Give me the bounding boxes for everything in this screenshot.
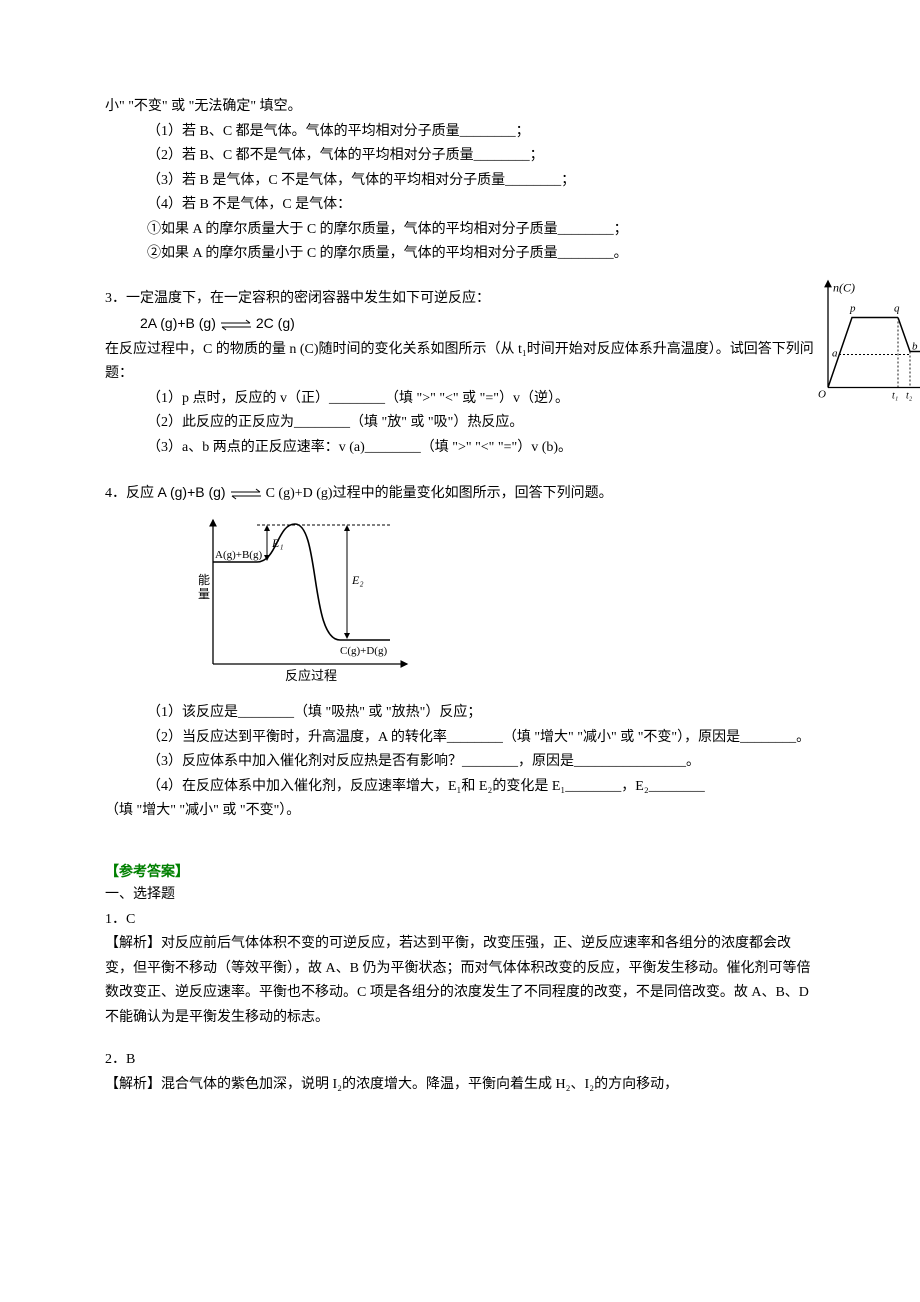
q2-block: 小" "不变" 或 "无法确定" 填空。 （1）若 B、C 都是气体。气体的平均… (105, 95, 815, 267)
q4-item-5: （填 "增大" "减小" 或 "不变"）。 (105, 799, 815, 824)
q4-ylabel-2: 量 (198, 587, 210, 601)
q2-item-4: （4）若 B 不是气体，C 是气体： (105, 193, 815, 218)
answer-1-label: 1．C (105, 908, 815, 933)
q3-y-label: n(C) (833, 280, 855, 294)
q2-item-5: ①如果 A 的摩尔质量大于 C 的摩尔质量，气体的平均相对分子质量_______… (105, 218, 815, 243)
q4-reactants: A(g)+B(g) (215, 549, 262, 561)
q3-line1: 3．一定温度下，在一定容积的密闭容器中发生如下可逆反应： (105, 287, 815, 312)
answer-header: 【参考答案】 (105, 859, 815, 884)
answers-section1: 一、选择题 (105, 883, 815, 908)
q3-item-2: （2）此反应的正反应为________（填 "放" 或 "吸"）热反应。 (105, 411, 815, 436)
q4-line1: 4．反应 A (g)+B (g) C (g)+D (g)过程中的能量变化如图所示… (105, 480, 815, 507)
q3-graph-icon: n(C) t O p q a b t₁ t₂ (810, 277, 920, 407)
q3-pt-p: p (849, 302, 856, 314)
q4-block: 4．反应 A (g)+B (g) C (g)+D (g)过程中的能量变化如图所示… (105, 480, 815, 824)
q4-item-4: （4）在反应体系中加入催化剂，反应速率增大，E₁和 E₂的变化是 E₁_____… (105, 775, 815, 800)
q3-text2: 在反应过程中，C 的物质的量 n (C)随时间的变化关系如图所示（从 t₁时间开… (105, 338, 815, 387)
q4-item-2: （2）当反应达到平衡时，升高温度，A 的转化率________（填 "增大" "… (105, 726, 815, 751)
q3-pt-q: q (894, 302, 900, 314)
q2-item-3: （3）若 B 是气体，C 不是气体，气体的平均相对分子质量________； (105, 169, 815, 194)
q2-intro: 小" "不变" 或 "无法确定" 填空。 (105, 95, 815, 120)
q4-products: C(g)+D(g) (340, 645, 387, 657)
q3-pt-b: b (912, 340, 918, 352)
q4-e1-label: E₁ (271, 536, 284, 550)
q4-item-3: （3）反应体系中加入催化剂对反应热是否有影响？________，原因是_____… (105, 750, 815, 775)
q2-item-2: （2）若 B、C 都不是气体，气体的平均相对分子质量________； (105, 144, 815, 169)
q2-item-1: （1）若 B、C 都是气体。气体的平均相对分子质量________； (105, 120, 815, 145)
q3-t2: t₂ (906, 390, 913, 401)
q3-t1: t₁ (892, 390, 898, 401)
answer-1-explain: 【解析】对反应前后气体体积不变的可逆反应，若达到平衡，改变压强，正、逆反应速率和… (105, 932, 815, 1030)
q2-item-6: ②如果 A 的摩尔质量小于 C 的摩尔质量，气体的平均相对分子质量_______… (105, 242, 815, 267)
q3-item-3: （3）a、b 两点的正反应速率：v (a)________（填 ">" "<" … (105, 436, 815, 461)
q4-e2-label: E₂ (351, 573, 364, 587)
answer-2-label: 2．B (105, 1048, 815, 1073)
q4-ylabel-1: 能 (198, 573, 210, 587)
q3-origin: O (818, 388, 826, 400)
q3-block: n(C) t O p q a b t₁ t₂ 3．一定温度下，在一定容积的密闭容… (105, 287, 815, 461)
q4-energy-diagram-icon: 能 量 反应过程 E₁ E₂ A(g)+B(g) C(g)+D(g) (185, 512, 415, 687)
q3-item-1: （1）p 点时，反应的 v（正）________（填 ">" "<" 或 "="… (105, 387, 815, 412)
q3-pt-a: a (832, 347, 838, 359)
q3-equation: 2A (g)+B (g) 2C (g) (105, 311, 815, 338)
q4-xlabel: 反应过程 (285, 668, 337, 683)
answer-2-explain: 【解析】混合气体的紫色加深，说明 I₂的浓度增大。降温，平衡向着生成 H₂、I₂… (105, 1073, 815, 1098)
q4-item-1: （1）该反应是________（填 "吸热" 或 "放热"）反应； (105, 701, 815, 726)
